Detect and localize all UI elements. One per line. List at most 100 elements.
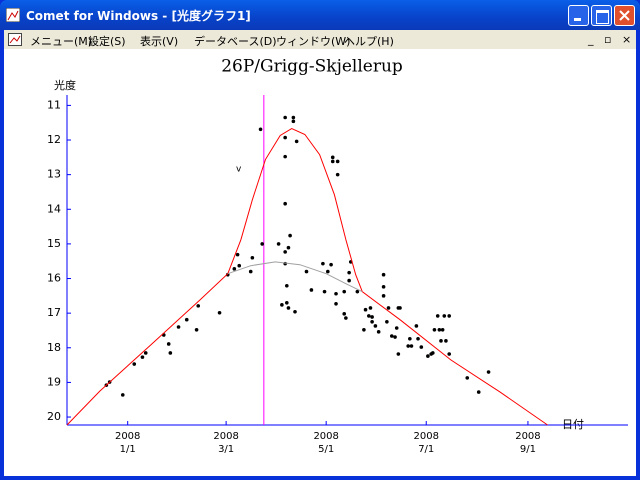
y-tick-label: 18	[47, 341, 61, 354]
data-point	[486, 370, 491, 374]
data-point	[381, 285, 386, 289]
data-point	[430, 351, 435, 355]
data-point	[283, 154, 287, 159]
maximize-button[interactable]	[591, 5, 612, 26]
data-point	[435, 314, 440, 318]
data-point	[120, 393, 125, 397]
data-point	[416, 336, 420, 341]
y-tick-label: 20	[47, 410, 61, 423]
data-point	[283, 250, 287, 254]
x-tick-label: 2008	[313, 431, 338, 442]
data-point	[476, 390, 481, 394]
data-point	[442, 314, 447, 318]
data-point	[439, 339, 443, 343]
data-point	[304, 269, 309, 274]
x-tick-label: 3/1	[218, 444, 234, 455]
window-title: Comet for Windows - [光度グラフ1]	[26, 9, 251, 23]
mdi-restore[interactable]: ▫	[604, 33, 612, 46]
menu-item[interactable]: ヘルプ(H)	[344, 35, 394, 48]
mdi-minimize[interactable]: _	[588, 33, 594, 46]
x-tick-label: 5/1	[318, 444, 334, 455]
x-tick-label: 2008	[515, 431, 540, 442]
data-point	[196, 304, 201, 308]
y-tick-label: 12	[47, 133, 61, 146]
menu-item[interactable]: メニュー(M)	[30, 35, 93, 48]
data-point	[283, 201, 287, 206]
data-point	[426, 354, 430, 358]
data-point	[166, 342, 171, 346]
y-tick-label: 11	[47, 98, 61, 111]
data-point	[389, 334, 394, 338]
app-icon	[6, 8, 20, 22]
y-tick-label: 16	[47, 272, 61, 285]
data-point	[329, 262, 333, 267]
menu-item[interactable]: ウィンドウ(W)	[276, 35, 351, 48]
annotation: v	[236, 165, 242, 175]
data-point	[367, 314, 371, 318]
data-point	[291, 119, 296, 124]
x-tick-label: 2008	[115, 431, 140, 442]
data-point	[394, 326, 399, 330]
y-axis-label: 光度	[54, 78, 76, 92]
close-button[interactable]	[614, 5, 635, 26]
y-tick-label: 13	[47, 168, 61, 181]
data-point	[248, 269, 253, 274]
data-point	[276, 242, 281, 246]
data-point	[437, 327, 442, 332]
data-point	[370, 315, 374, 319]
title-bar: Comet for Windows - [光度グラフ1]	[0, 0, 640, 30]
data-point	[342, 312, 347, 316]
data-point	[176, 325, 181, 329]
data-point	[408, 336, 412, 341]
data-point	[342, 289, 347, 294]
data-point	[288, 233, 292, 238]
data-point	[362, 327, 366, 332]
x-tick-label: 2008	[414, 431, 439, 442]
data-point	[294, 139, 299, 144]
chart-title: 26P/Grigg-Skjellerup	[221, 57, 403, 77]
data-point	[440, 327, 445, 332]
data-point	[398, 306, 402, 310]
data-point	[285, 300, 289, 305]
data-point	[326, 269, 330, 274]
data-point	[409, 344, 414, 348]
data-point	[143, 351, 148, 355]
menu-item[interactable]: 表示(V)	[140, 35, 179, 48]
data-point	[370, 320, 374, 324]
data-point	[381, 272, 386, 277]
data-point	[373, 324, 378, 328]
data-point	[334, 291, 338, 296]
mdi-close[interactable]: ×	[622, 33, 632, 46]
data-point	[386, 306, 391, 310]
data-point	[286, 306, 291, 310]
data-point	[132, 362, 137, 366]
data-point	[322, 289, 327, 294]
data-point	[285, 283, 289, 288]
data-point	[250, 255, 255, 260]
data-point	[184, 317, 189, 322]
data-point	[140, 355, 145, 359]
x-tick-label: 1/1	[120, 444, 136, 455]
data-point	[330, 155, 335, 160]
data-point	[363, 307, 368, 312]
data-point	[293, 309, 297, 314]
data-point	[217, 311, 222, 315]
menu-item[interactable]: 設定(S)	[88, 35, 126, 48]
data-point	[393, 335, 397, 339]
data-point	[309, 288, 314, 292]
data-point	[406, 344, 410, 348]
data-point	[194, 327, 199, 332]
data-point	[432, 327, 437, 332]
data-point	[344, 316, 348, 320]
y-tick-label: 14	[47, 202, 61, 215]
data-point	[330, 159, 335, 164]
chart-area: 26P/Grigg-Skjellerup 光度 日付 v 11 12 13 14 15 1…	[4, 49, 636, 476]
minimize-button[interactable]	[568, 5, 589, 26]
menu-item[interactable]: データベース(D)	[194, 35, 277, 48]
y-tick-label: 17	[47, 306, 61, 319]
data-point	[347, 278, 351, 283]
data-point	[376, 330, 381, 334]
data-point	[283, 115, 287, 120]
curve	[66, 128, 548, 426]
data-point	[347, 270, 351, 275]
